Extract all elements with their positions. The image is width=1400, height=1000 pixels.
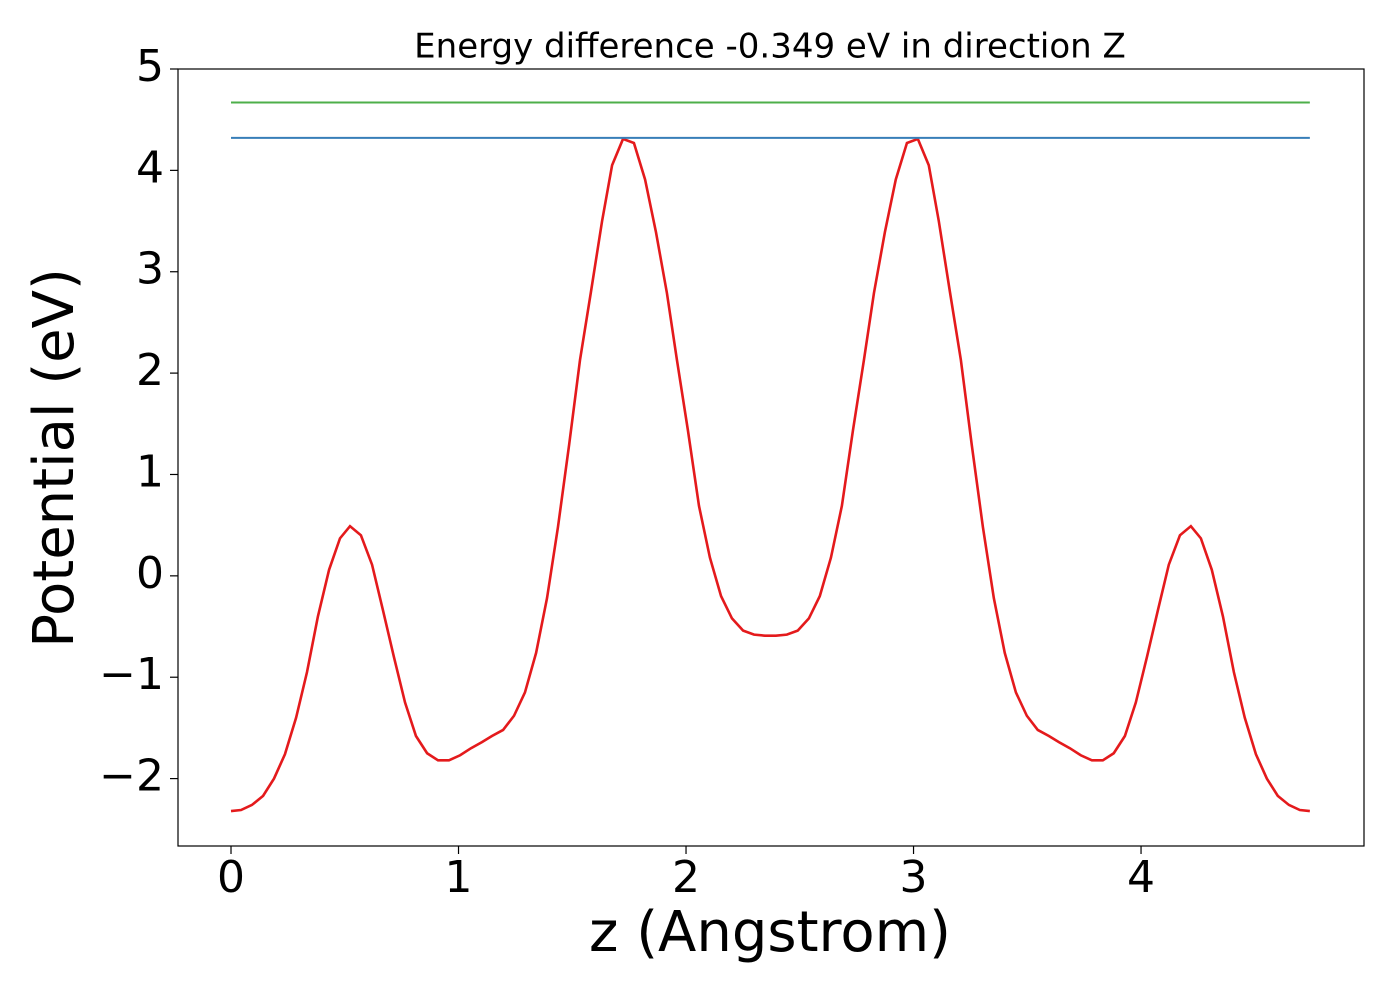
y-axis-label: Potential (eV) bbox=[22, 268, 87, 648]
y-tick-label: 1 bbox=[136, 446, 164, 497]
y-tick-label: 2 bbox=[136, 345, 164, 396]
x-tick-label: 0 bbox=[217, 852, 245, 903]
x-tick-label: 3 bbox=[900, 852, 928, 903]
y-tick-label: 0 bbox=[136, 548, 164, 599]
x-axis-label: z (Angstrom) bbox=[589, 900, 951, 965]
y-tick-label: 3 bbox=[136, 244, 164, 295]
y-tick-label: 4 bbox=[136, 142, 164, 193]
chart-title: Energy difference -0.349 eV in direction… bbox=[414, 27, 1126, 67]
y-tick-label: 5 bbox=[136, 41, 164, 92]
axes-frame bbox=[177, 68, 1365, 847]
y-tick-label: −1 bbox=[99, 649, 164, 700]
x-tick-label: 2 bbox=[672, 852, 700, 903]
x-tick-label: 4 bbox=[1127, 852, 1155, 903]
y-tick-label: −2 bbox=[99, 751, 164, 802]
x-tick-label: 1 bbox=[445, 852, 473, 903]
data-line bbox=[230, 137, 1310, 813]
